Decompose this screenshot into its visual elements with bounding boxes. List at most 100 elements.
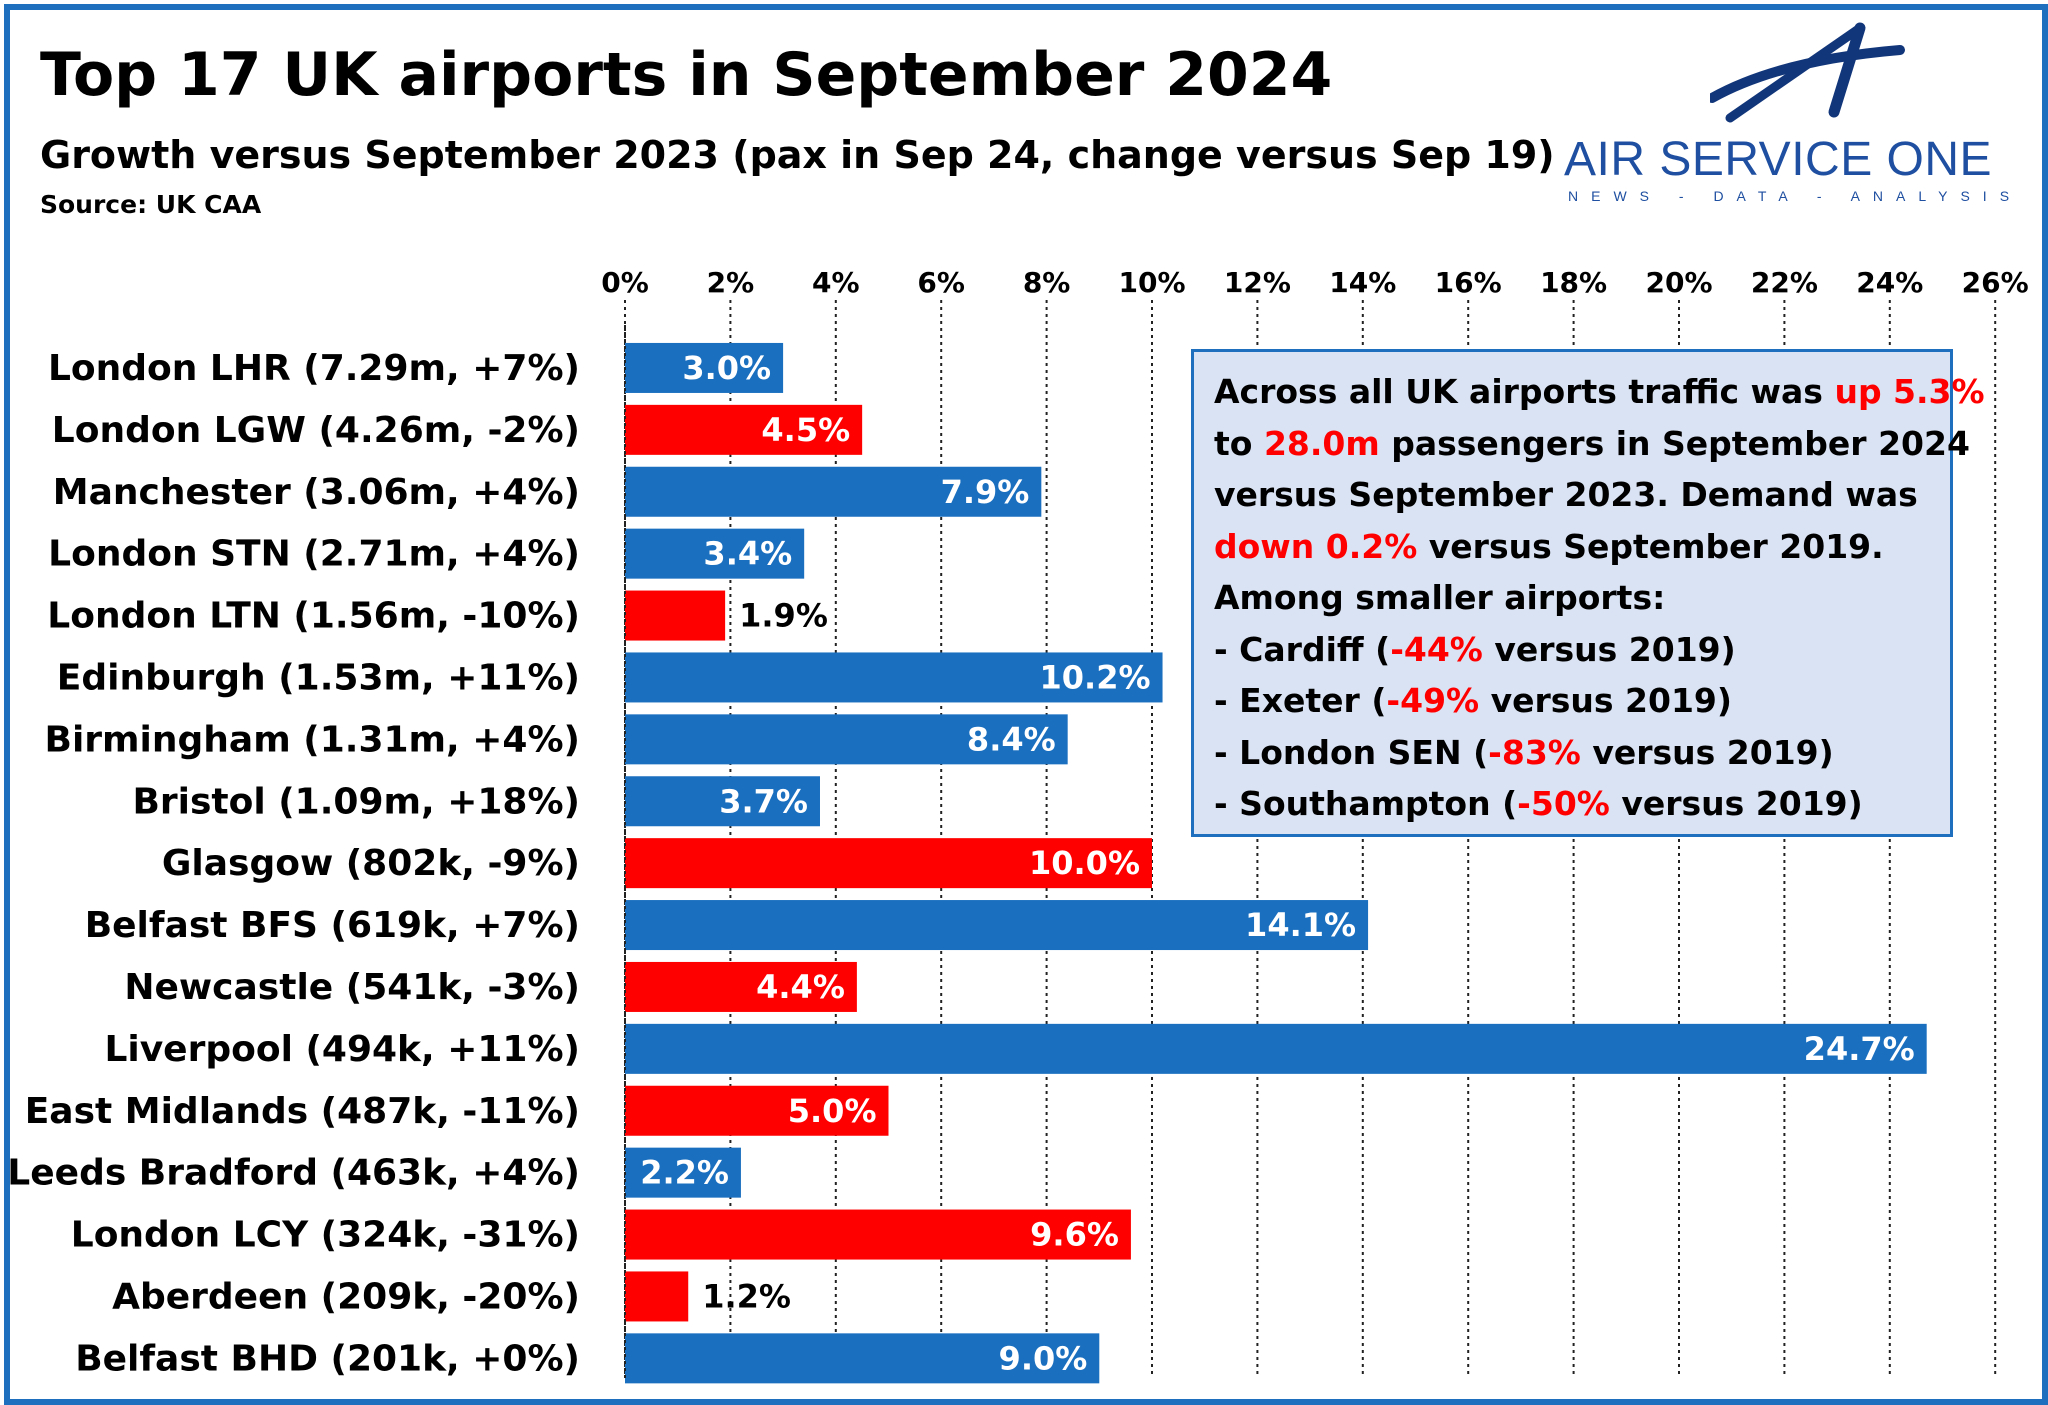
x-tick-label: 26% bbox=[1962, 266, 2029, 299]
bar bbox=[625, 404, 863, 455]
x-tick-label: 14% bbox=[1329, 266, 1396, 299]
data-label: 3.4% bbox=[703, 535, 792, 573]
category-label: Edinburgh (1.53m, +11%) bbox=[57, 657, 580, 698]
category-label: Newcastle (541k, -3%) bbox=[124, 967, 580, 1008]
category-label: Birmingham (1.31m, +4%) bbox=[45, 719, 580, 760]
source-note: Source: UK CAA bbox=[40, 190, 262, 219]
data-label: 24.7% bbox=[1804, 1030, 1915, 1068]
data-label: 8.4% bbox=[967, 720, 1056, 758]
category-label: East Midlands (487k, -11%) bbox=[25, 1091, 580, 1132]
note-line: - Cardiff (-44% versus 2019) bbox=[1214, 624, 1950, 676]
bar bbox=[625, 1147, 741, 1198]
bar bbox=[625, 342, 784, 393]
note-highlight: -50% bbox=[1517, 784, 1610, 823]
data-label: 14.1% bbox=[1245, 906, 1356, 944]
category-label: Glasgow (802k, -9%) bbox=[162, 843, 580, 884]
note-highlight: -49% bbox=[1386, 681, 1480, 720]
note-text: - Cardiff ( bbox=[1214, 629, 1391, 669]
data-label: 4.5% bbox=[761, 411, 850, 449]
x-tick-label: 16% bbox=[1435, 266, 1502, 299]
note-highlight: down 0.2% bbox=[1214, 526, 1418, 566]
bar bbox=[625, 1209, 1131, 1260]
x-tick-label: 20% bbox=[1645, 266, 1712, 299]
logo-wordmark: AIR SERVICE ONE bbox=[1564, 133, 1993, 186]
category-label: Aberdeen (209k, -20%) bbox=[112, 1276, 580, 1317]
note-line: Among smaller airports: bbox=[1214, 572, 1950, 624]
data-label: 10.2% bbox=[1040, 658, 1151, 696]
note-line: Across all UK airports traffic was up 5.… bbox=[1214, 366, 1985, 418]
data-label: 3.7% bbox=[719, 782, 808, 820]
note-text: versus 2019) bbox=[1609, 784, 1863, 823]
x-tick-label: 10% bbox=[1118, 266, 1185, 299]
bar bbox=[625, 1271, 689, 1322]
data-label: 9.0% bbox=[999, 1339, 1088, 1377]
bar bbox=[625, 776, 820, 827]
bar bbox=[625, 1085, 889, 1136]
note-text: versus 2019) bbox=[1482, 629, 1736, 669]
brand-logo: AIR SERVICE ONE NEWS - DATA - ANALYSIS bbox=[1550, 20, 2010, 210]
category-label: Leeds Bradford (463k, +4%) bbox=[7, 1153, 580, 1194]
note-text: Among smaller airports: bbox=[1214, 578, 1666, 617]
data-label: 10.0% bbox=[1029, 844, 1140, 882]
category-label: London LCY (324k, -31%) bbox=[71, 1215, 580, 1256]
bar bbox=[625, 961, 857, 1012]
x-tick-label: 0% bbox=[601, 266, 649, 299]
note-text: to bbox=[1214, 423, 1264, 463]
chart-subtitle: Growth versus September 2023 (pax in Sep… bbox=[40, 133, 1555, 177]
x-tick-label: 22% bbox=[1751, 266, 1818, 299]
note-text: versus September 2019. bbox=[1417, 526, 1884, 566]
x-tick-label: 6% bbox=[917, 266, 965, 299]
data-label: 9.6% bbox=[1030, 1216, 1119, 1254]
summary-note-box: Across all UK airports traffic was up 5.… bbox=[1191, 349, 1985, 837]
note-line: versus September 2023. Demand was bbox=[1214, 469, 1950, 521]
bar bbox=[625, 466, 1042, 517]
note-text: Across all UK airports traffic was bbox=[1214, 372, 1835, 411]
note-text: versus September 2023. Demand was bbox=[1214, 475, 1918, 514]
bar bbox=[625, 1333, 1100, 1384]
category-label: Belfast BHD (201k, +0%) bbox=[75, 1338, 580, 1379]
data-label: 4.4% bbox=[756, 968, 845, 1006]
data-label: 1.2% bbox=[702, 1277, 791, 1315]
category-label: London LHR (7.29m, +7%) bbox=[48, 348, 580, 389]
bar bbox=[625, 714, 1068, 765]
stylised-A-wing-icon bbox=[1710, 22, 1905, 123]
category-label: Belfast BFS (619k, +7%) bbox=[85, 905, 580, 946]
data-label: 2.2% bbox=[640, 1154, 729, 1192]
bar bbox=[625, 900, 1369, 951]
note-highlight: -83% bbox=[1488, 732, 1581, 772]
note-highlight: -44% bbox=[1390, 629, 1483, 669]
data-label: 1.9% bbox=[739, 597, 828, 635]
x-tick-label: 4% bbox=[812, 266, 860, 299]
note-text: versus 2019) bbox=[1580, 732, 1834, 772]
bar bbox=[625, 528, 805, 579]
note-text: passengers in September 2024 bbox=[1379, 423, 1970, 463]
x-tick-label: 24% bbox=[1856, 266, 1923, 299]
note-text: - Exeter ( bbox=[1214, 681, 1387, 720]
category-label: London LTN (1.56m, -10%) bbox=[47, 596, 580, 637]
note-line: down 0.2% versus September 2019. bbox=[1214, 521, 1950, 573]
x-tick-label: 18% bbox=[1540, 266, 1607, 299]
data-label: 3.0% bbox=[682, 349, 771, 387]
note-text: - Southampton ( bbox=[1214, 784, 1518, 823]
note-line: - Southampton (-50% versus 2019) bbox=[1214, 778, 1950, 830]
note-highlight: up 5.3% bbox=[1834, 372, 1985, 411]
note-text: versus 2019) bbox=[1479, 681, 1732, 720]
x-tick-label: 12% bbox=[1224, 266, 1291, 299]
category-label: London LGW (4.26m, -2%) bbox=[52, 410, 580, 451]
note-line: - London SEN (-83% versus 2019) bbox=[1214, 727, 1950, 779]
note-line: to 28.0m passengers in September 2024 bbox=[1214, 418, 1970, 470]
note-text: - London SEN ( bbox=[1214, 732, 1489, 772]
category-label: Liverpool (494k, +11%) bbox=[104, 1029, 580, 1070]
data-label: 7.9% bbox=[941, 473, 1030, 511]
category-label: Bristol (1.09m, +18%) bbox=[132, 781, 580, 822]
note-line: - Exeter (-49% versus 2019) bbox=[1214, 675, 1950, 727]
category-label: London STN (2.71m, +4%) bbox=[48, 534, 580, 575]
bar bbox=[625, 590, 726, 641]
bar bbox=[625, 652, 1163, 703]
note-highlight: 28.0m bbox=[1263, 423, 1380, 463]
chart-title: Top 17 UK airports in September 2024 bbox=[40, 40, 1333, 110]
x-tick-label: 2% bbox=[707, 266, 755, 299]
data-label: 5.0% bbox=[788, 1092, 877, 1130]
category-label: Manchester (3.06m, +4%) bbox=[53, 472, 580, 513]
